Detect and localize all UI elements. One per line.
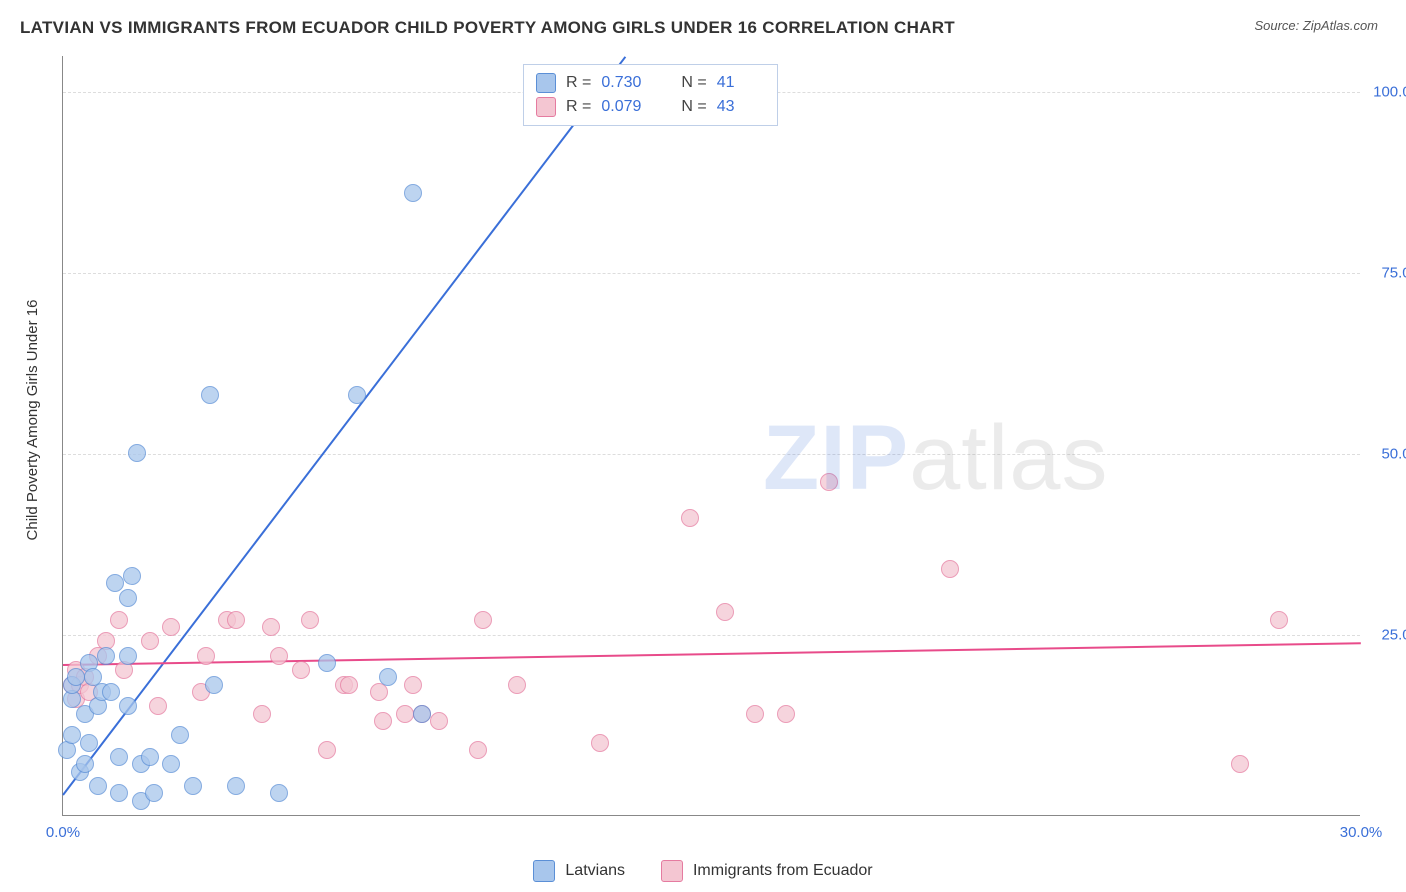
point-ecuador bbox=[820, 473, 838, 491]
point-ecuador bbox=[777, 705, 795, 723]
point-latvians bbox=[119, 647, 137, 665]
point-ecuador bbox=[430, 712, 448, 730]
point-ecuador bbox=[404, 676, 422, 694]
point-ecuador bbox=[162, 618, 180, 636]
point-latvians bbox=[63, 726, 81, 744]
point-latvians bbox=[110, 784, 128, 802]
point-latvians bbox=[201, 386, 219, 404]
point-ecuador bbox=[374, 712, 392, 730]
stats-row-latvians: R = 0.730 N = 41 bbox=[536, 71, 765, 95]
point-latvians bbox=[119, 697, 137, 715]
point-latvians bbox=[102, 683, 120, 701]
point-latvians bbox=[119, 589, 137, 607]
source-attribution: Source: ZipAtlas.com bbox=[1254, 18, 1378, 33]
point-latvians bbox=[379, 668, 397, 686]
point-latvians bbox=[413, 705, 431, 723]
point-ecuador bbox=[301, 611, 319, 629]
point-ecuador bbox=[292, 661, 310, 679]
chart-title: LATVIAN VS IMMIGRANTS FROM ECUADOR CHILD… bbox=[20, 18, 955, 38]
point-latvians bbox=[205, 676, 223, 694]
point-ecuador bbox=[227, 611, 245, 629]
point-latvians bbox=[89, 777, 107, 795]
point-latvians bbox=[67, 668, 85, 686]
point-latvians bbox=[404, 184, 422, 202]
point-ecuador bbox=[396, 705, 414, 723]
point-ecuador bbox=[746, 705, 764, 723]
gridline bbox=[63, 454, 1360, 455]
point-latvians bbox=[123, 567, 141, 585]
point-latvians bbox=[348, 386, 366, 404]
y-tick-label: 100.0% bbox=[1368, 84, 1406, 101]
swatch-ecuador bbox=[536, 97, 556, 117]
y-axis-label: Child Poverty Among Girls Under 16 bbox=[24, 300, 41, 541]
point-ecuador bbox=[318, 741, 336, 759]
point-latvians bbox=[318, 654, 336, 672]
legend-item-ecuador: Immigrants from Ecuador bbox=[661, 860, 873, 882]
y-tick-label: 25.0% bbox=[1368, 627, 1406, 644]
point-latvians bbox=[145, 784, 163, 802]
legend-swatch-latvians bbox=[533, 860, 555, 882]
point-ecuador bbox=[508, 676, 526, 694]
y-tick-label: 75.0% bbox=[1368, 265, 1406, 282]
gridline bbox=[63, 273, 1360, 274]
point-ecuador bbox=[716, 603, 734, 621]
legend-item-latvians: Latvians bbox=[533, 860, 625, 882]
point-latvians bbox=[97, 647, 115, 665]
point-latvians bbox=[76, 755, 94, 773]
legend-swatch-ecuador bbox=[661, 860, 683, 882]
point-ecuador bbox=[110, 611, 128, 629]
swatch-latvians bbox=[536, 73, 556, 93]
point-ecuador bbox=[141, 632, 159, 650]
point-ecuador bbox=[340, 676, 358, 694]
y-tick-label: 50.0% bbox=[1368, 446, 1406, 463]
point-ecuador bbox=[1270, 611, 1288, 629]
point-ecuador bbox=[197, 647, 215, 665]
x-tick-label: 30.0% bbox=[1340, 824, 1383, 841]
point-latvians bbox=[106, 574, 124, 592]
point-ecuador bbox=[149, 697, 167, 715]
point-ecuador bbox=[681, 509, 699, 527]
correlation-stats-box: R = 0.730 N = 41 R = 0.079 N = 43 bbox=[523, 64, 778, 126]
point-ecuador bbox=[270, 647, 288, 665]
point-latvians bbox=[162, 755, 180, 773]
point-latvians bbox=[171, 726, 189, 744]
chart-plot-area: 25.0%50.0%75.0%100.0%0.0%30.0% ZIPatlas … bbox=[62, 56, 1360, 816]
point-ecuador bbox=[1231, 755, 1249, 773]
point-ecuador bbox=[591, 734, 609, 752]
regression-line-ecuador bbox=[63, 642, 1361, 666]
point-latvians bbox=[184, 777, 202, 795]
gridline bbox=[63, 635, 1360, 636]
stats-row-ecuador: R = 0.079 N = 43 bbox=[536, 95, 765, 119]
point-ecuador bbox=[474, 611, 492, 629]
point-latvians bbox=[80, 734, 98, 752]
point-ecuador bbox=[941, 560, 959, 578]
point-ecuador bbox=[262, 618, 280, 636]
point-latvians bbox=[128, 444, 146, 462]
point-latvians bbox=[141, 748, 159, 766]
point-ecuador bbox=[469, 741, 487, 759]
point-latvians bbox=[270, 784, 288, 802]
point-latvians bbox=[110, 748, 128, 766]
bottom-legend: Latvians Immigrants from Ecuador bbox=[0, 860, 1406, 882]
x-tick-label: 0.0% bbox=[46, 824, 80, 841]
point-ecuador bbox=[253, 705, 271, 723]
point-latvians bbox=[227, 777, 245, 795]
